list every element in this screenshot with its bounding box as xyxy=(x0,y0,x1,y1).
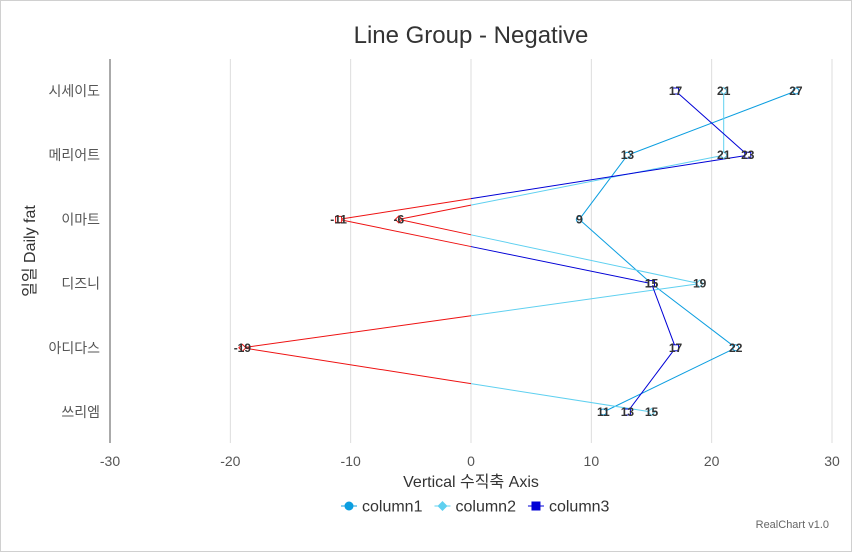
category-label: 메리어트 xyxy=(48,147,100,163)
legend-item: column2 xyxy=(434,499,516,516)
series-segment xyxy=(578,219,652,284)
category-label: 디즈니 xyxy=(61,276,100,292)
data-point xyxy=(672,87,680,95)
x-tick-label: 20 xyxy=(704,453,720,469)
data-label: 9 xyxy=(576,212,583,226)
data-label: 13 xyxy=(621,405,635,419)
series-segment xyxy=(470,154,748,200)
data-label: 21 xyxy=(717,84,731,98)
legend-marker-icon xyxy=(437,501,448,511)
data-point xyxy=(599,408,607,416)
data-point xyxy=(647,407,656,417)
series-segment xyxy=(398,218,472,236)
data-label: 17 xyxy=(669,341,683,355)
x-axis-title: Vertical 수직축 Axis xyxy=(403,473,539,491)
data-point xyxy=(695,279,704,288)
data-point xyxy=(719,86,728,96)
data-label: 27 xyxy=(789,84,803,98)
value-axis: -30 -20 -10 0 10 20 30 xyxy=(100,453,840,469)
x-tick-label: 0 xyxy=(467,453,475,469)
data-label: -11 xyxy=(330,212,347,226)
data-point xyxy=(672,344,680,352)
series-segment xyxy=(603,347,736,413)
x-tick-label: -10 xyxy=(341,453,361,469)
x-tick-label: 30 xyxy=(824,453,840,469)
data-label: -19 xyxy=(234,341,252,355)
data-label: 22 xyxy=(729,341,743,355)
x-tick-label: -30 xyxy=(100,453,120,469)
legend-item: column3 xyxy=(527,499,610,516)
data-label: 17 xyxy=(669,84,683,98)
data-point xyxy=(623,151,631,159)
grid xyxy=(229,59,833,443)
data-point xyxy=(792,87,800,95)
category-label: 시세이도 xyxy=(48,83,100,99)
category-label: 이마트 xyxy=(61,211,100,227)
data-label: 13 xyxy=(621,148,635,162)
series-segment xyxy=(470,246,652,285)
data-point xyxy=(744,151,752,159)
legend-marker-icon xyxy=(344,501,354,511)
x-tick-label: 10 xyxy=(584,453,600,469)
legend-label: column2 xyxy=(455,499,516,516)
series-segment xyxy=(338,198,472,220)
data-label: 21 xyxy=(717,148,731,162)
data-label: 15 xyxy=(645,277,659,291)
x-tick-label: -20 xyxy=(220,453,240,469)
data-point xyxy=(623,408,631,416)
series-lines xyxy=(242,90,797,413)
data-point xyxy=(648,280,655,288)
legend-marker-icon xyxy=(531,501,541,511)
legend: column1 column2 column3 xyxy=(341,499,610,516)
data-point xyxy=(335,215,343,223)
series-segment xyxy=(470,383,652,413)
series-segment xyxy=(651,283,677,348)
series-segment xyxy=(675,90,749,156)
series-segment xyxy=(338,218,472,248)
credit-text: RealChart v1.0 xyxy=(756,519,829,531)
legend-label: column3 xyxy=(549,499,610,516)
data-label: 15 xyxy=(645,405,659,419)
data-point xyxy=(575,215,583,223)
y-axis-title: 일일 Daily fat xyxy=(21,205,39,297)
data-point xyxy=(719,150,728,160)
data-point xyxy=(238,343,247,353)
legend-item: column1 xyxy=(341,499,423,516)
series-segment xyxy=(242,315,472,349)
series-segment xyxy=(470,283,700,317)
data-point xyxy=(394,215,404,224)
data-label: -6 xyxy=(393,212,404,226)
chart-title: Line Group - Negative xyxy=(354,22,589,49)
legend-label: column1 xyxy=(362,499,423,516)
data-label: 19 xyxy=(693,277,707,291)
category-label: 아디다스 xyxy=(48,340,100,356)
series-segment xyxy=(398,204,472,220)
series-segment xyxy=(470,154,724,206)
category-label: 쓰리엠 xyxy=(61,404,100,420)
data-label: 23 xyxy=(741,148,755,162)
series-segment xyxy=(470,234,700,285)
series-segment xyxy=(242,347,472,385)
data-label: 11 xyxy=(597,405,610,419)
series-segment xyxy=(578,154,628,220)
series-segment xyxy=(651,283,737,349)
series-segment xyxy=(627,347,676,413)
data-point xyxy=(732,344,740,352)
